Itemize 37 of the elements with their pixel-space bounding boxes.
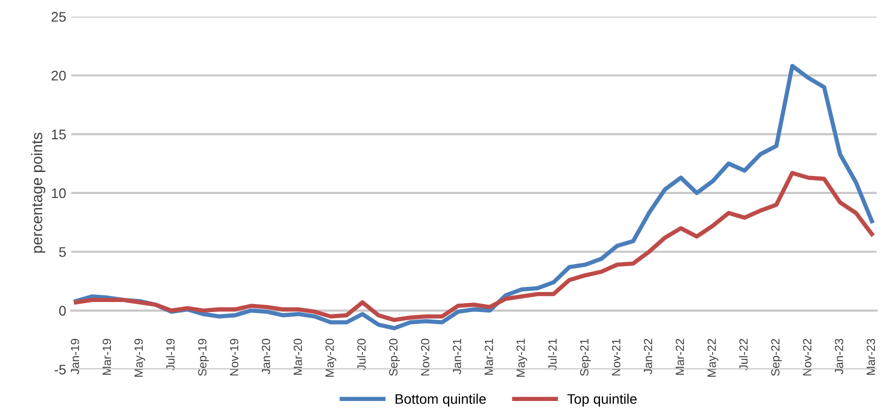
- x-tick-label: Jul-22: [739, 338, 748, 370]
- y-axis-title: percentage points: [31, 132, 46, 253]
- x-tick-label: Nov-22: [803, 338, 812, 376]
- x-tick-label: Sep-19: [198, 338, 209, 376]
- y-tick-label: 5: [59, 247, 66, 257]
- x-tick-label: May-21: [516, 338, 528, 377]
- y-tick-label: 20: [52, 70, 66, 81]
- x-tick-label: May-19: [134, 338, 146, 377]
- x-tick-label: Sep-22: [771, 338, 782, 376]
- x-tick-label: May-20: [325, 338, 336, 377]
- x-tick-label: Nov-19: [230, 338, 238, 376]
- x-tick-label: Jan-23: [834, 338, 844, 374]
- x-tick-label: Jan-21: [452, 338, 462, 374]
- x-tick-label: Mar-20: [294, 338, 302, 375]
- x-tick-label: Mar-21: [484, 338, 494, 375]
- x-tick-label: Jan-22: [644, 338, 652, 374]
- x-tick-label: Jul-19: [166, 338, 175, 370]
- y-tick-label: 15: [52, 130, 66, 140]
- legend-label: Bottom quintile: [396, 394, 486, 407]
- line-series: [74, 170, 874, 322]
- x-tick-label: Jan-20: [262, 338, 270, 374]
- x-tick-label: Mar-22: [676, 338, 684, 375]
- x-tick-label: Sep-21: [580, 338, 591, 376]
- x-tick-label: Nov-20: [420, 338, 430, 376]
- x-tick-label: Sep-20: [389, 338, 400, 376]
- x-tick-label: Mar-23: [866, 338, 876, 375]
- legend-label: Top quintile: [567, 394, 637, 407]
- x-tick-label: Jan-19: [70, 338, 80, 374]
- x-tick-label: Nov-21: [612, 338, 620, 376]
- x-tick-label: Mar-19: [102, 338, 111, 375]
- y-tick-label: 10: [52, 188, 66, 198]
- y-tick-label: 25: [52, 12, 66, 22]
- x-tick-label: May-22: [708, 338, 718, 377]
- y-tick-label: 0: [59, 306, 66, 316]
- x-tick-label: Jul-21: [548, 338, 557, 370]
- x-tick-label: Jul-20: [356, 338, 366, 370]
- y-tick-label: -5: [54, 364, 66, 375]
